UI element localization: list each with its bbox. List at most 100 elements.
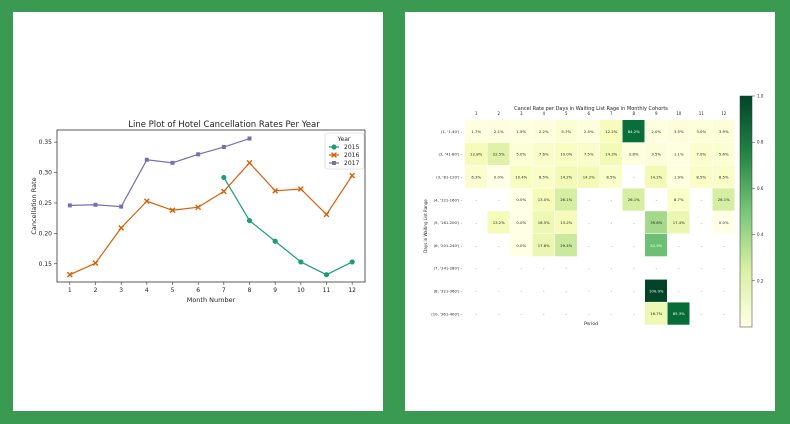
line-chart-title: Line Plot of Hotel Cancellation Rates Pe…	[128, 120, 320, 130]
cell-fill	[645, 279, 667, 302]
cell-value: 2.5%	[584, 129, 594, 134]
line-chart-plot-area	[56, 129, 366, 283]
cell-value: -	[521, 311, 523, 316]
cell-value: -	[588, 288, 590, 293]
heatmap-cell: -	[498, 311, 500, 316]
cell-value: -	[678, 243, 680, 248]
heatmap-cell: 8.5%	[712, 165, 735, 188]
cell-fill	[712, 211, 735, 234]
cell-value: 0.0%	[516, 197, 526, 202]
cell-fill	[645, 211, 667, 234]
cell-value: 0.0%	[516, 220, 526, 225]
data-point	[196, 152, 201, 157]
cell-value: -	[701, 311, 703, 316]
cell-value: -	[588, 243, 590, 248]
cell-value: -	[498, 288, 500, 293]
heatmap-cell: -	[476, 220, 478, 225]
heatmap-cell: 5.6%	[712, 142, 735, 166]
x-tick-label: 12	[348, 287, 356, 294]
heatmap-cell: -	[723, 311, 725, 316]
cell-value: 14.2%	[560, 174, 572, 179]
cell-fill	[555, 234, 577, 257]
heatmap-title: Cancel Rate per Days in Waiting List Rag…	[514, 106, 668, 112]
cell-fill	[622, 188, 645, 211]
data-point	[323, 211, 330, 218]
cell-value: 100.0%	[649, 288, 664, 293]
heatmap-cell: 5.7%	[555, 120, 577, 143]
heatmap-cell: 14.2%	[645, 165, 667, 188]
cell-value: -	[723, 288, 725, 293]
cell-fill	[667, 120, 690, 143]
heatmap-cell: -	[498, 197, 500, 202]
cell-value: -	[498, 266, 500, 271]
cell-fill	[645, 165, 667, 188]
column-label: 2	[497, 111, 500, 116]
cell-value: 3.0%	[696, 129, 706, 134]
cell-fill	[645, 120, 667, 143]
data-point	[195, 204, 202, 211]
data-point	[247, 136, 252, 141]
data-point	[67, 203, 72, 208]
cell-value: -	[498, 243, 500, 248]
data-point	[332, 161, 336, 165]
heatmap-cell: 8.5%	[532, 165, 555, 188]
heatmap-cell: 0.0%	[510, 234, 532, 257]
cell-fill	[510, 142, 532, 166]
cell-fill	[532, 165, 555, 188]
cell-fill	[577, 142, 600, 166]
heatmap-cell: 0.0%	[487, 165, 510, 188]
heatmap-cell: 22.5%	[487, 142, 510, 166]
heatmap-cell: -	[588, 266, 590, 271]
heatmap-cell: -	[633, 266, 635, 271]
cell-fill	[532, 234, 555, 257]
cell-fill	[667, 188, 690, 211]
cell-fill	[577, 165, 600, 188]
heatmap-chart: Cancel Rate per Days in Waiting List Rag…	[423, 94, 764, 328]
cell-value: -	[543, 266, 545, 271]
cell-value: 1.9%	[516, 129, 526, 134]
heatmap-cell: 84.2%	[622, 120, 645, 143]
cell-value: -	[633, 311, 635, 316]
cell-value: 8.5%	[719, 174, 729, 179]
heatmap-cell: 2.0%	[645, 120, 667, 143]
heatmap-cell: 14.2%	[577, 165, 600, 188]
data-point	[93, 202, 98, 207]
colorbar-tick-label: 0.6	[757, 186, 764, 191]
cell-fill	[577, 120, 600, 143]
cell-value: 5.0%	[516, 152, 526, 157]
cell-value: 39.6%	[650, 220, 662, 225]
cell-value: -	[476, 220, 478, 225]
legend-item: 2015	[329, 144, 359, 151]
cell-value: -	[566, 311, 568, 316]
heatmap-cell: -	[633, 174, 635, 179]
heatmap-cell: 1.9%	[667, 165, 690, 188]
cell-value: -	[543, 288, 545, 293]
cell-fill	[690, 165, 712, 188]
cell-value: 1.7%	[471, 129, 481, 134]
colorbar-tick-label: 1.0	[757, 94, 764, 99]
data-point	[331, 152, 337, 158]
cell-fill	[487, 211, 510, 234]
cell-value: -	[566, 288, 568, 293]
heatmap-cell: -	[611, 311, 613, 316]
cell-value: 8.5%	[606, 174, 616, 179]
cell-value: 16.7%	[650, 311, 662, 316]
heatmap-cell: 8.5%	[690, 165, 712, 188]
data-point	[272, 187, 279, 194]
heatmap-cell: 12.8%	[465, 142, 487, 166]
cell-value: 29.4%	[560, 243, 572, 248]
column-label: 1	[475, 111, 478, 116]
series-line	[69, 161, 353, 276]
column-label: 12	[721, 111, 727, 116]
column-label: 6	[587, 111, 590, 116]
cell-value: -	[701, 243, 703, 248]
cell-fill	[465, 120, 487, 143]
line-chart-ylabel: Cancellation Rate	[30, 177, 38, 234]
heatmap-cell: -	[476, 311, 478, 316]
colorbar	[739, 95, 753, 328]
legend-label: 2015	[344, 144, 359, 151]
row-label: (8, '321-360') -	[434, 289, 463, 294]
cell-value: -	[476, 266, 478, 271]
data-point	[169, 207, 176, 214]
data-point	[272, 238, 278, 244]
